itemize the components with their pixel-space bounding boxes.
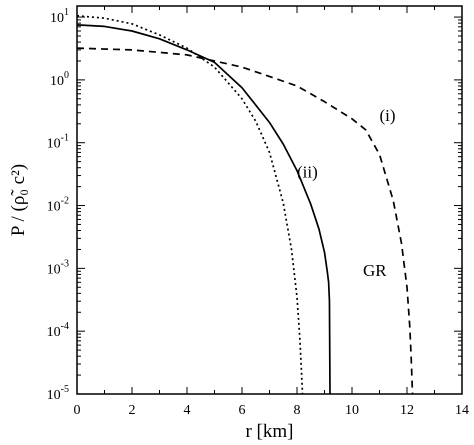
x-tick-label: 10 [345,403,359,418]
x-tick-label: 4 [184,403,191,418]
y-tick-label: 100 [50,70,69,89]
y-tick-label: 10-4 [47,321,69,340]
curve-label: (i) [380,106,396,125]
x-tick-label: 8 [294,403,301,418]
y-tick-label: 101 [50,7,69,26]
y-tick-label: 10-5 [47,384,69,403]
x-axis-title: r [km] [245,421,293,442]
curves-layer [76,14,414,395]
series-line-solid [76,24,331,395]
y-tick-label: 10-2 [47,196,69,215]
annotations-layer: GR (i) (ii) [297,106,396,280]
curve-label: GR [363,261,387,280]
x-tick-label: 6 [239,403,246,418]
plot-frame [76,5,463,395]
x-tick-label: 0 [74,403,81,418]
y-axis-ticks: 10-5 10-4 10-3 10-2 10-1 100 101 [47,7,462,403]
y-tick-label: 10-3 [47,258,69,277]
y-axis-title: P / (ρ̃₀ c²) [8,164,29,236]
curve-label: (ii) [297,162,318,181]
x-tick-label: 14 [455,403,469,418]
y-tick-label: 10-1 [47,133,69,152]
series-line-dashed [76,47,414,395]
x-tick-label: 2 [129,403,136,418]
series-line-dotted [76,14,304,395]
x-axis-ticks: 0 2 4 6 8 10 12 14 [74,6,469,418]
x-tick-label: 12 [400,403,414,418]
